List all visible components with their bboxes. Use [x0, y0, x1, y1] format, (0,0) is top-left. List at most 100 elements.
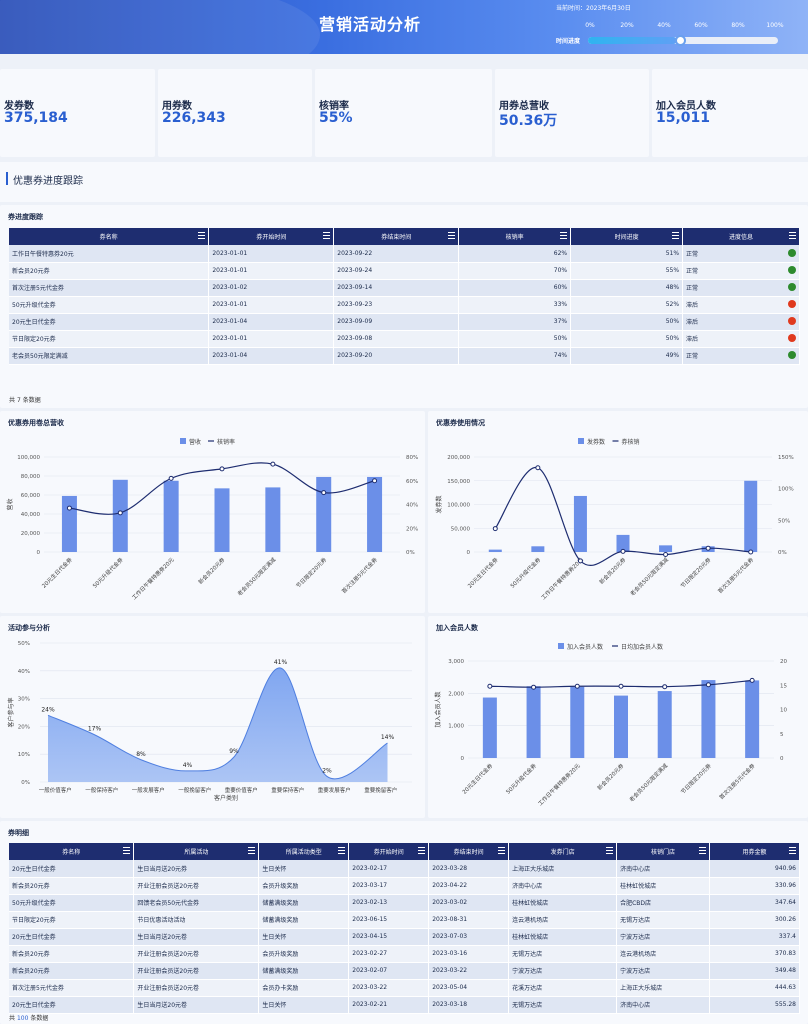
sort-icon[interactable]: [123, 847, 131, 855]
data-label: 17%: [88, 726, 102, 733]
y2-tick-label: 10: [780, 708, 787, 714]
x-tick-label: 节日限定20元券: [679, 555, 713, 589]
x-tick-label: 新会员20元券: [595, 761, 625, 791]
y2-tick-label: 0%: [778, 550, 787, 556]
column-header[interactable]: 核销率: [458, 228, 572, 245]
table-row[interactable]: 20元生日代金券 2023-01-04 2023-09-09 37% 50% 滞后: [9, 313, 800, 331]
table-row[interactable]: 新会员20元券 开业注册会员送20元卷 会员升级奖励 2023-02-27 2023-0…: [9, 945, 800, 963]
panel-title: 优惠券使用情况: [436, 419, 485, 427]
table-row[interactable]: 新会员20元券 2023-01-01 2023-09-24 70% 55% 正常: [9, 262, 800, 280]
cell-name: 50元升级代金券: [9, 296, 210, 314]
bar: [61, 495, 77, 552]
bar: [745, 680, 760, 758]
sort-icon[interactable]: [699, 847, 707, 855]
bar: [616, 534, 630, 552]
table-row[interactable]: 50元升级代金券 回馈老会员50元代金券 储蓄满级奖励 2023-02-13 2023-…: [9, 894, 800, 912]
usage-chart-panel: 优惠券使用情况 发券数 券核销 0 50,000 100,000 150,000 200,0…: [428, 411, 808, 613]
cell-activity-type: 储蓄满级奖励: [258, 894, 350, 912]
cell-activity: 生日当月送20元卷: [133, 996, 260, 1014]
table-row[interactable]: 新会员20元券 开业注册会员送20元卷 储蓄满级奖励 2023-02-07 2023-0…: [9, 962, 800, 980]
table-row[interactable]: 节日限定20元券 节日优惠活动活动 储蓄满级奖励 2023-06-15 2023-08-…: [9, 911, 800, 929]
sort-icon[interactable]: [498, 847, 506, 855]
status-dot-icon: [788, 334, 796, 342]
column-header[interactable]: 所属活动类型: [258, 843, 350, 860]
cell-name: 新会员20元券: [9, 877, 135, 895]
table-row[interactable]: 20元生日代金券 生日当月送20元卷 生日关怀 2023-04-15 2023-07-0…: [9, 928, 800, 946]
cell-redeem-store: 济南中心店: [616, 996, 711, 1014]
kpi-label: 用券总营收: [499, 101, 549, 112]
table-row[interactable]: 新会员20元券 开业注册会员送20元卷 会员升级奖励 2023-03-17 2023-0…: [9, 877, 800, 895]
line-point: [618, 683, 624, 689]
line-point: [749, 677, 755, 683]
cell-time: 48%: [570, 279, 684, 297]
panel-title: 券进度跟踪: [8, 213, 43, 221]
cell-start: 2023-02-21: [348, 996, 430, 1014]
cell-name: 20元生日代金券: [9, 996, 135, 1014]
cell-redeem-store: 桂林虹悦城店: [616, 877, 711, 895]
cell-end: 2023-09-08: [333, 330, 460, 348]
column-header[interactable]: 券名称: [9, 228, 210, 245]
column-header[interactable]: 券开始时间: [208, 228, 335, 245]
y2-tick-label: 50%: [778, 518, 790, 524]
revenue-chart-panel: 优惠券用卷总营收 营收 核销率 0 20,000 40,000 60,000 80,000 1…: [0, 411, 425, 613]
table-row[interactable]: 首次注册5元代金券 开业注册会员送20元卷 会员办卡奖励 2023-03-22 2023…: [9, 979, 800, 997]
panel-title: 券明细: [8, 829, 29, 837]
bar: [701, 680, 716, 758]
header-banner: 营销活动分析 当前时间：2023年6月30日 0% 20% 40% 60% 80% 100…: [0, 0, 808, 54]
sort-icon[interactable]: [560, 232, 568, 240]
bar: [526, 686, 541, 758]
kpi-card-members: 加入会员人数 15,011: [652, 69, 808, 157]
cell-name: 20元生日代金券: [9, 313, 210, 331]
y2-tick-label: 20%: [406, 526, 418, 532]
x-tick-label: 新会员20元券: [597, 555, 627, 585]
y2-tick-label: 15: [780, 683, 787, 689]
sort-icon[interactable]: [448, 232, 456, 240]
time-progress-slider[interactable]: [588, 35, 778, 46]
column-header[interactable]: 时间进度: [570, 228, 684, 245]
cell-rate: 37%: [458, 313, 572, 331]
sort-icon[interactable]: [248, 847, 256, 855]
sort-icon[interactable]: [606, 847, 614, 855]
column-header[interactable]: 用券金额: [709, 843, 800, 860]
sort-icon[interactable]: [789, 232, 796, 240]
table-row[interactable]: 老会员50元限定满减 2023-01-04 2023-09-20 74% 49% 正常: [9, 347, 800, 365]
kpi-value: 226,343: [162, 110, 226, 126]
table-row[interactable]: 工作日午餐特惠券20元 2023-01-01 2023-09-22 62% 51% 正常: [9, 245, 800, 263]
table-row[interactable]: 20元生日代金券 生日当月送20元券 生日关怀 2023-02-17 2023-03-2…: [9, 860, 800, 878]
status-text: 正常: [686, 353, 699, 360]
column-header[interactable]: 所属活动: [133, 843, 260, 860]
column-header[interactable]: 进度信息: [682, 228, 800, 245]
column-header[interactable]: 券结束时间: [333, 228, 460, 245]
sort-icon[interactable]: [418, 847, 426, 855]
x-tick-label: 节日限定20元券: [294, 555, 328, 589]
table-row[interactable]: 50元升级代金券 2023-01-01 2023-09-23 33% 52% 滞后: [9, 296, 800, 314]
header-decoration: [0, 0, 320, 54]
sort-icon[interactable]: [198, 232, 206, 240]
kpi-card-redemption: 核销率 55%: [315, 69, 492, 157]
table-row[interactable]: 20元生日代金券 生日当月送20元卷 生日关怀 2023-02-21 2023-03-1…: [9, 996, 800, 1014]
column-header[interactable]: 券名称: [9, 843, 135, 860]
footer-suffix: 条数据: [30, 1015, 49, 1022]
sort-icon[interactable]: [672, 232, 680, 240]
usage-chart: 发券数 券核销 0 50,000 100,000 150,000 200,000 0% 50% 1…: [435, 438, 794, 601]
table-row[interactable]: 节日限定20元券 2023-01-01 2023-09-08 50% 50% 滞后: [9, 330, 800, 348]
sort-icon[interactable]: [323, 232, 331, 240]
x-tick-label: 首次注册5元代金券: [340, 555, 380, 595]
time-progress-label: 时间进度: [556, 38, 581, 45]
sort-icon[interactable]: [338, 847, 346, 855]
column-header-label: 券名称: [99, 234, 118, 241]
kpi-label: 发券数: [4, 101, 34, 112]
sort-icon[interactable]: [789, 847, 796, 855]
time-progress-knob[interactable]: [675, 35, 686, 46]
kpi-label: 核销率: [319, 101, 349, 112]
cell-status: 滞后: [682, 313, 800, 331]
table-row[interactable]: 首次注册5元代金券 2023-01-02 2023-09-14 60% 48% 正常: [9, 279, 800, 297]
column-header[interactable]: 券开始时间: [348, 843, 430, 860]
cell-activity-type: 会员办卡奖励: [258, 979, 350, 997]
column-header[interactable]: 核销门店: [616, 843, 711, 860]
line-point: [168, 475, 174, 481]
cell-name: 50元升级代金券: [9, 894, 135, 912]
column-header[interactable]: 发券门店: [508, 843, 618, 860]
cell-redeem-store: 宁波万达店: [616, 962, 711, 980]
column-header[interactable]: 券结束时间: [428, 843, 510, 860]
